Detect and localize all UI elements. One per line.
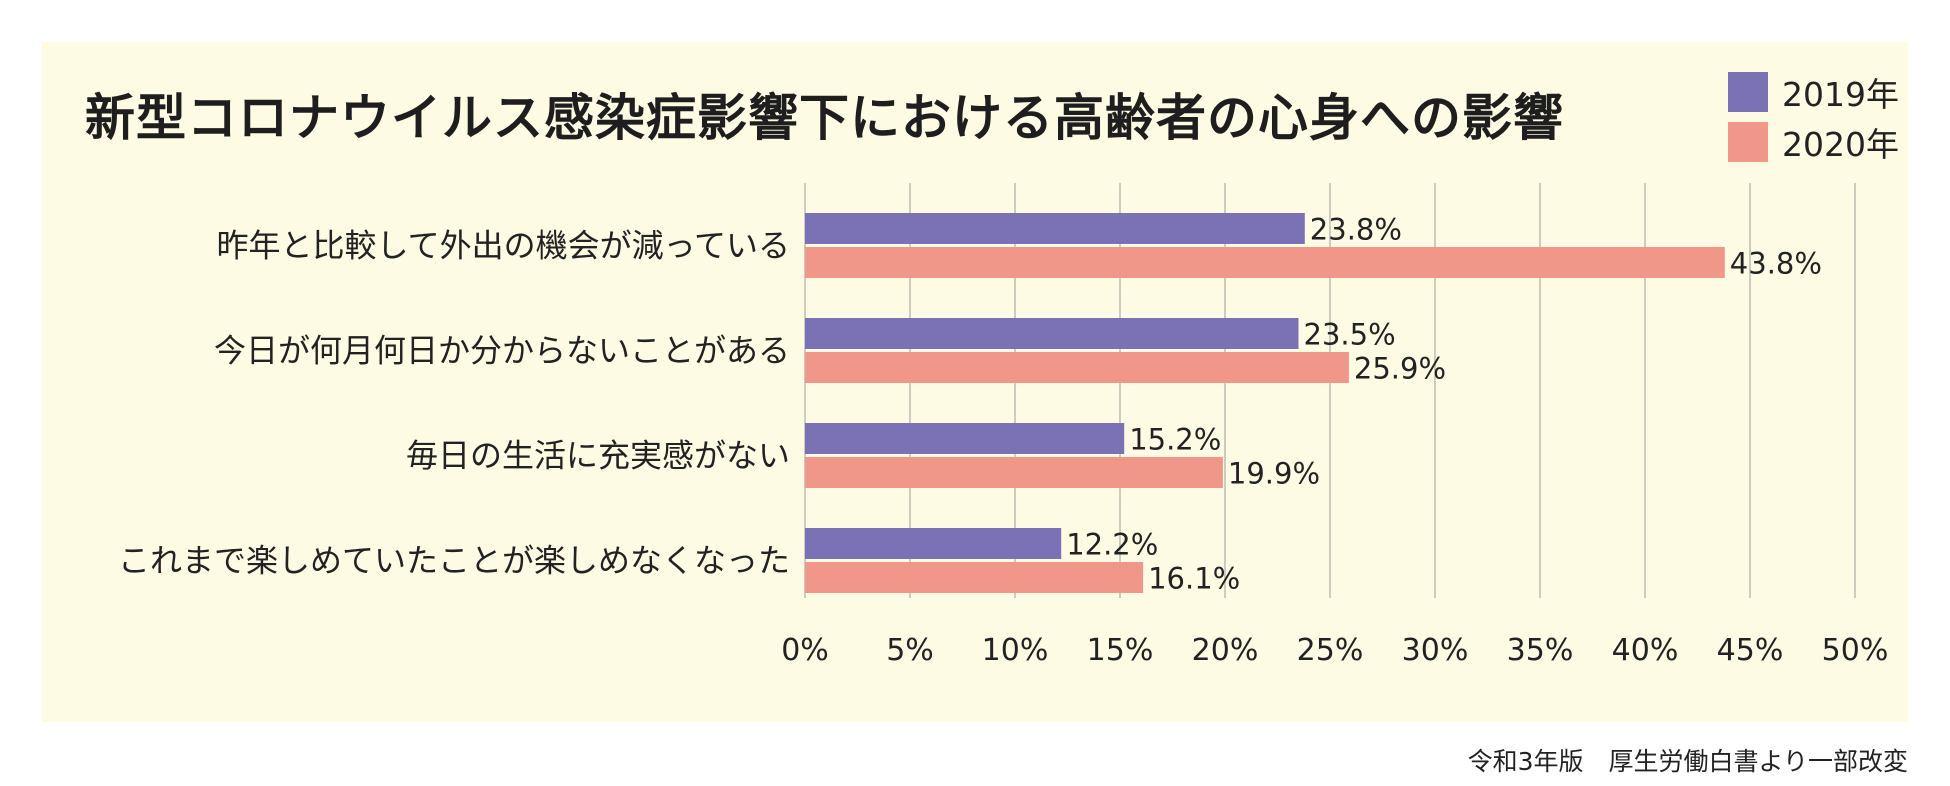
data-label: 25.9% <box>1354 352 1446 386</box>
bar <box>805 318 1299 349</box>
bar <box>805 213 1305 244</box>
bar <box>805 423 1125 454</box>
x-tick-label: 35% <box>1507 633 1574 668</box>
category-label: 毎日の生活に充実感がない <box>406 437 790 475</box>
data-label: 23.5% <box>1304 318 1396 352</box>
bar <box>805 562 1144 593</box>
category-label: 昨年と比較して外出の機会が減っている <box>217 227 790 265</box>
legend-swatch-2019 <box>1728 72 1768 112</box>
bar <box>805 247 1725 278</box>
x-tick-label: 5% <box>886 633 934 668</box>
data-label: 19.9% <box>1228 457 1320 491</box>
x-tick-label: 45% <box>1717 633 1784 668</box>
x-tick-label: 0% <box>781 633 829 668</box>
bar <box>805 457 1223 488</box>
data-label: 16.1% <box>1148 562 1240 596</box>
chart-title: 新型コロナウイルス感染症影響下における高齢者の心身への影響 <box>85 89 1564 147</box>
x-tick-label: 40% <box>1612 633 1679 668</box>
bar <box>805 528 1062 559</box>
bar <box>805 352 1349 383</box>
x-tick-label: 15% <box>1087 633 1154 668</box>
x-tick-label: 30% <box>1402 633 1469 668</box>
x-tick-label: 20% <box>1192 633 1259 668</box>
legend-item-2020: 2020年 <box>1728 122 1899 164</box>
x-tick-label: 50% <box>1822 633 1889 668</box>
data-label: 15.2% <box>1129 423 1221 457</box>
x-tick-label: 10% <box>982 633 1049 668</box>
category-label: これまで楽しめていたことが楽しめなくなった <box>118 542 790 580</box>
legend-label-2020: 2020年 <box>1782 125 1899 164</box>
data-label: 43.8% <box>1730 247 1822 281</box>
legend-swatch-2020 <box>1728 122 1768 162</box>
legend-item-2019: 2019年 <box>1728 72 1899 114</box>
data-label: 12.2% <box>1066 528 1158 562</box>
category-label: 今日が何月何日か分からないことがある <box>214 332 790 370</box>
source-note: 令和3年版 厚生労働白書より一部改変 <box>1467 747 1908 776</box>
x-tick-label: 25% <box>1297 633 1364 668</box>
legend-label-2019: 2019年 <box>1782 75 1899 114</box>
data-label: 23.8% <box>1310 213 1402 247</box>
